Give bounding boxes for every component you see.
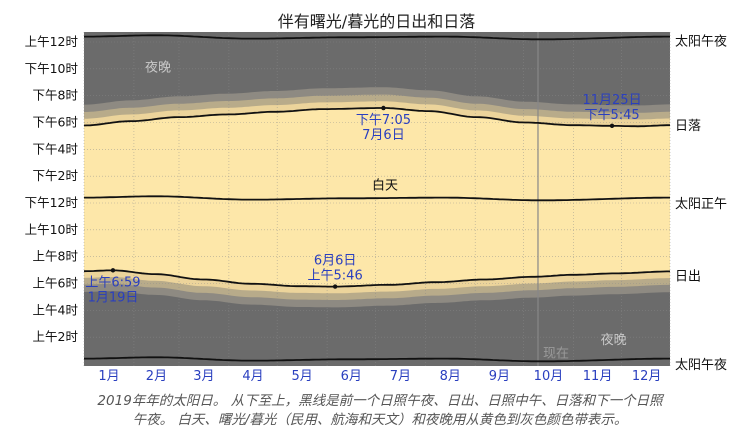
annotation-label: 上午5:46: [308, 269, 363, 284]
right-series-label: 日出: [675, 269, 701, 284]
now-label: 现在: [543, 346, 569, 361]
month-label: 7月: [390, 369, 411, 384]
y-tick-label: 上午12时: [25, 34, 79, 49]
month-label: 1月: [98, 369, 119, 384]
right-series-label: 太阳午夜: [675, 358, 727, 373]
month-label: 3月: [193, 369, 214, 384]
daylight-chart: 上午2时 上午4时 上午6时 上午8时 上午10时 下午12时 下午2时 下午4时 下午6时 下午…: [25, 32, 727, 384]
month-label: 5月: [291, 369, 312, 384]
right-series-label: 太阳正午: [675, 197, 727, 212]
series-line: [84, 269, 670, 288]
y-tick-label: 下午8时: [33, 88, 79, 103]
annotation-label: 7月6日: [362, 128, 405, 143]
month-label: 8月: [440, 369, 461, 384]
annotation-label: 11月25日: [582, 93, 641, 108]
y-tick-label: 上午4时: [33, 302, 79, 317]
y-tick-label: 下午4时: [33, 141, 79, 156]
y-tick-label: 上午6时: [33, 276, 79, 291]
right-series-label: 日落: [675, 119, 701, 134]
month-label: 4月: [242, 369, 263, 384]
y-tick-label: 下午6时: [33, 115, 79, 130]
day-label: 白天: [372, 178, 398, 194]
night-label: 夜晚: [145, 61, 171, 76]
month-label: 10月: [534, 369, 564, 384]
y-tick-label: 下午2时: [33, 168, 79, 183]
month-label: 11月: [583, 369, 613, 384]
right-series-label: 太阳午夜: [675, 35, 727, 50]
y-tick-label: 上午8时: [33, 249, 79, 264]
chart-title: 伴有曙光/暮光的日出和日落: [277, 12, 476, 31]
y-tick-label: 下午12时: [25, 195, 79, 210]
annotation-label: 6月6日: [314, 254, 357, 269]
annotation-label: 下午7:05: [356, 113, 411, 128]
y-tick-label: 上午2时: [33, 329, 79, 344]
month-label: 2月: [146, 369, 167, 384]
annotation-label: 下午5:45: [584, 108, 639, 123]
extreme-marker: [609, 123, 615, 129]
month-label: 6月: [341, 369, 362, 384]
month-label: 12月: [632, 369, 662, 384]
series-line: [84, 195, 670, 202]
caption-line-2: 午夜。 白天、曙光/暮光（民用、航海和天文）和夜晚用从黄色到灰色颜色带表示。: [132, 412, 628, 428]
series-line: [84, 356, 670, 363]
caption-line-1: 2019年年的太阳日。 从下至上，黑线是前一个日照午夜、日出、日照中午、日落和下…: [97, 393, 663, 409]
y-tick-label: 下午10时: [25, 61, 79, 76]
series-line: [84, 107, 670, 128]
chart-caption: 2019年年的太阳日。 从下至上，黑线是前一个日照午夜、日出、日照中午、日落和下…: [40, 392, 720, 430]
extreme-marker: [381, 105, 386, 111]
month-label: 9月: [489, 369, 510, 384]
extreme-marker: [110, 268, 116, 273]
annotation-label: 1月19日: [88, 290, 139, 305]
extreme-marker: [332, 284, 338, 289]
y-tick-label: 上午10时: [25, 222, 79, 237]
series-line: [84, 34, 670, 41]
annotation-label: 上午6:59: [85, 275, 140, 290]
night-label: 夜晚: [601, 333, 627, 348]
